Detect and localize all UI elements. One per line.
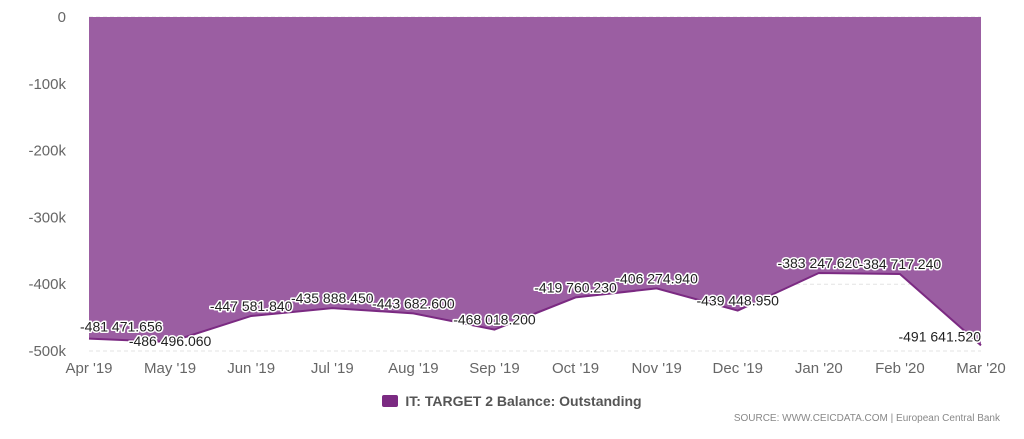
data-label: -439 448.950: [696, 293, 779, 309]
data-label: -491 641.520: [898, 328, 981, 344]
series-area-group: [88, 17, 982, 347]
x-tick-label: Apr '19: [65, 360, 112, 377]
x-tick-label: Sep '19: [469, 360, 519, 377]
data-label: -468 018.200: [453, 312, 536, 328]
data-labels: -481 471.656-486 496.060 -447 581.840-435…: [79, 254, 983, 351]
x-tick-label: Mar '20: [956, 360, 1006, 377]
x-tick-label: Jun '19: [227, 360, 275, 377]
data-label: -443 682.600: [372, 295, 455, 311]
y-tick-label: -200k: [28, 143, 66, 160]
data-label: -406 274.940: [615, 270, 698, 286]
data-label: -481 471.656: [80, 319, 163, 335]
x-tick-label: Feb '20: [875, 360, 925, 377]
data-label: -486 496.060: [129, 333, 212, 349]
data-label: -384 717.240: [859, 256, 942, 272]
legend[interactable]: IT: TARGET 2 Balance: Outstanding: [0, 393, 1024, 409]
data-label: -435 888.450: [291, 290, 374, 306]
x-tick-label: Jul '19: [311, 360, 354, 377]
x-tick-label: Oct '19: [552, 360, 599, 377]
y-tick-label: -300k: [28, 209, 66, 226]
series-area[interactable]: [89, 17, 981, 346]
source-note[interactable]: SOURCE: WWW.CEICDATA.COM | European Cent…: [733, 413, 1000, 424]
x-axis: Apr '19 May '19 Jun '19 Jul '19 Aug '19 Sep '…: [65, 360, 1005, 377]
y-axis: 0 -100k -200k -300k -400k -500k: [28, 9, 66, 360]
x-tick-label: Nov '19: [631, 360, 681, 377]
data-label: -419 760.230: [534, 279, 617, 295]
legend-label: IT: TARGET 2 Balance: Outstanding: [405, 393, 642, 409]
y-tick-label: -500k: [28, 343, 66, 360]
series-line: [88, 272, 982, 347]
y-tick-label: 0: [58, 9, 66, 26]
y-tick-label: -400k: [28, 276, 66, 293]
data-label: -447 581.840: [210, 298, 293, 314]
y-tick-label: -100k: [28, 76, 66, 93]
data-label: -383 247.620: [778, 255, 861, 271]
x-tick-label: May '19: [144, 360, 196, 377]
legend-swatch: [382, 395, 399, 407]
x-tick-label: Jan '20: [795, 360, 843, 377]
x-tick-label: Dec '19: [713, 360, 763, 377]
x-tick-label: Aug '19: [388, 360, 438, 377]
